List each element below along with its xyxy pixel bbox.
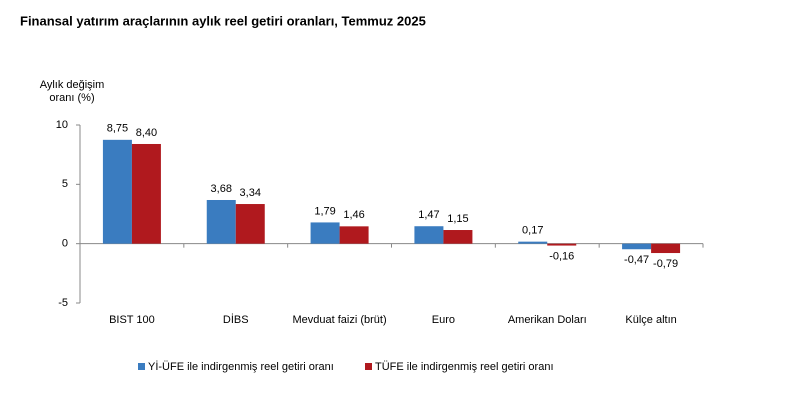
legend-swatch (138, 363, 145, 370)
data-label: 0,17 (522, 225, 543, 237)
bar (414, 226, 444, 244)
data-label: 1,15 (447, 213, 468, 225)
bar (518, 241, 548, 244)
y-axis-label: oranı (%) (49, 92, 94, 104)
y-axis-label: Aylık değişim (40, 79, 105, 91)
data-label: 1,47 (418, 209, 439, 221)
y-tick-label: 5 (62, 178, 68, 190)
legend-swatch (365, 363, 372, 370)
data-label: -0,47 (624, 254, 649, 266)
y-tick-label: 0 (62, 238, 68, 250)
y-tick-label: -5 (58, 297, 68, 309)
bar (547, 243, 577, 246)
data-label: -0,79 (653, 258, 678, 270)
data-label: 3,68 (211, 183, 232, 195)
data-label: 1,46 (343, 209, 364, 221)
bar (102, 139, 132, 244)
x-tick-label: Mevduat faizi (brüt) (293, 314, 387, 326)
bar (131, 143, 161, 244)
bar (310, 222, 340, 244)
x-tick-label: Külçe altın (625, 314, 676, 326)
data-label: 8,75 (107, 123, 128, 135)
bar (206, 199, 236, 244)
bar (339, 226, 369, 244)
x-tick-label: DİBS (223, 313, 249, 326)
data-label: -0,16 (549, 250, 574, 262)
bar (235, 204, 265, 244)
legend-label: TÜFE ile indirgenmiş reel getiri oranı (375, 361, 554, 373)
bar (651, 243, 681, 254)
data-label: 3,34 (240, 187, 261, 199)
chart-title: Finansal yatırım araçlarının aylık reel … (20, 13, 426, 28)
x-tick-label: Amerikan Doları (508, 314, 587, 326)
data-label: 1,79 (314, 205, 335, 217)
data-label: 8,40 (136, 127, 157, 139)
bar (622, 243, 652, 250)
bar (443, 230, 473, 244)
x-tick-label: Euro (432, 314, 455, 326)
legend-label: Yİ-ÜFE ile indirgenmiş reel getiri oranı (148, 360, 334, 373)
y-tick-label: 10 (56, 119, 68, 131)
x-tick-label: BIST 100 (109, 314, 155, 326)
